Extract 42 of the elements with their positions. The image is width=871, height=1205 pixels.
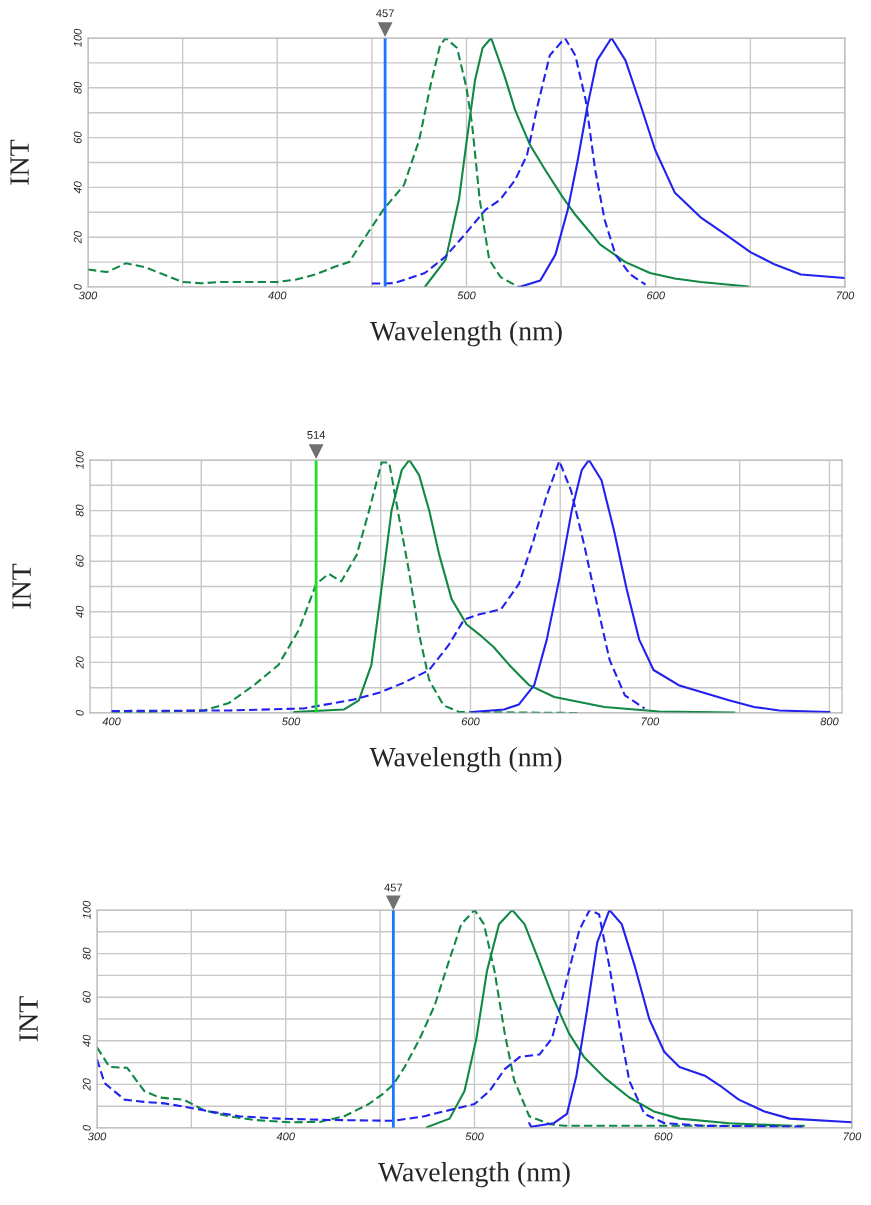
- y-tick-label: 20: [82, 1078, 91, 1091]
- x-tick-label: 600: [461, 717, 480, 726]
- x-tick-label: 700: [641, 717, 660, 726]
- x-tick-label: 400: [102, 717, 121, 726]
- x-tick-label: 300: [78, 291, 98, 300]
- y-tick-label: 40: [75, 605, 84, 618]
- y-tick-label: 0: [73, 284, 82, 290]
- x-axis-title: Wavelength (nm): [378, 1161, 570, 1188]
- x-tick-label: 500: [457, 291, 476, 300]
- y-tick-label: 40: [82, 1034, 91, 1047]
- x-tick-label: 600: [654, 1132, 673, 1141]
- y-tick-label: 20: [73, 231, 82, 244]
- y-tick-label: 60: [82, 991, 91, 1003]
- ref-line-label: 514: [307, 431, 326, 439]
- y-tick-label: 40: [73, 181, 82, 194]
- y-tick-label: 80: [73, 81, 82, 94]
- y-tick-label: 100: [73, 28, 82, 47]
- y-tick-label: 0: [75, 710, 84, 716]
- y-tick-label: 20: [75, 656, 84, 669]
- x-axis-title: Wavelength (nm): [369, 746, 562, 773]
- x-tick-label: 300: [87, 1132, 107, 1141]
- y-tick-label: 100: [75, 450, 84, 469]
- ref-line-label: 457: [376, 9, 394, 18]
- y-tick-label: 60: [75, 555, 84, 567]
- x-axis-title: Wavelength (nm): [370, 320, 562, 347]
- x-tick-label: 700: [836, 291, 855, 300]
- y-axis-title: INT: [10, 139, 29, 185]
- y-axis-title: INT: [12, 563, 31, 609]
- x-tick-label: 500: [281, 717, 301, 726]
- x-tick-label: 400: [268, 291, 287, 300]
- x-tick-label: 800: [820, 717, 839, 726]
- x-tick-label: 600: [647, 291, 665, 300]
- x-tick-label: 400: [276, 1132, 295, 1141]
- y-tick-label: 0: [82, 1125, 91, 1131]
- y-tick-label: 80: [75, 504, 84, 517]
- x-tick-label: 500: [465, 1132, 484, 1141]
- ref-line-label: 457: [384, 883, 403, 892]
- y-tick-label: 100: [82, 900, 91, 919]
- y-axis-title: INT: [19, 996, 38, 1042]
- y-tick-label: 80: [82, 947, 91, 960]
- y-tick-label: 60: [73, 131, 82, 144]
- x-tick-label: 700: [843, 1132, 862, 1141]
